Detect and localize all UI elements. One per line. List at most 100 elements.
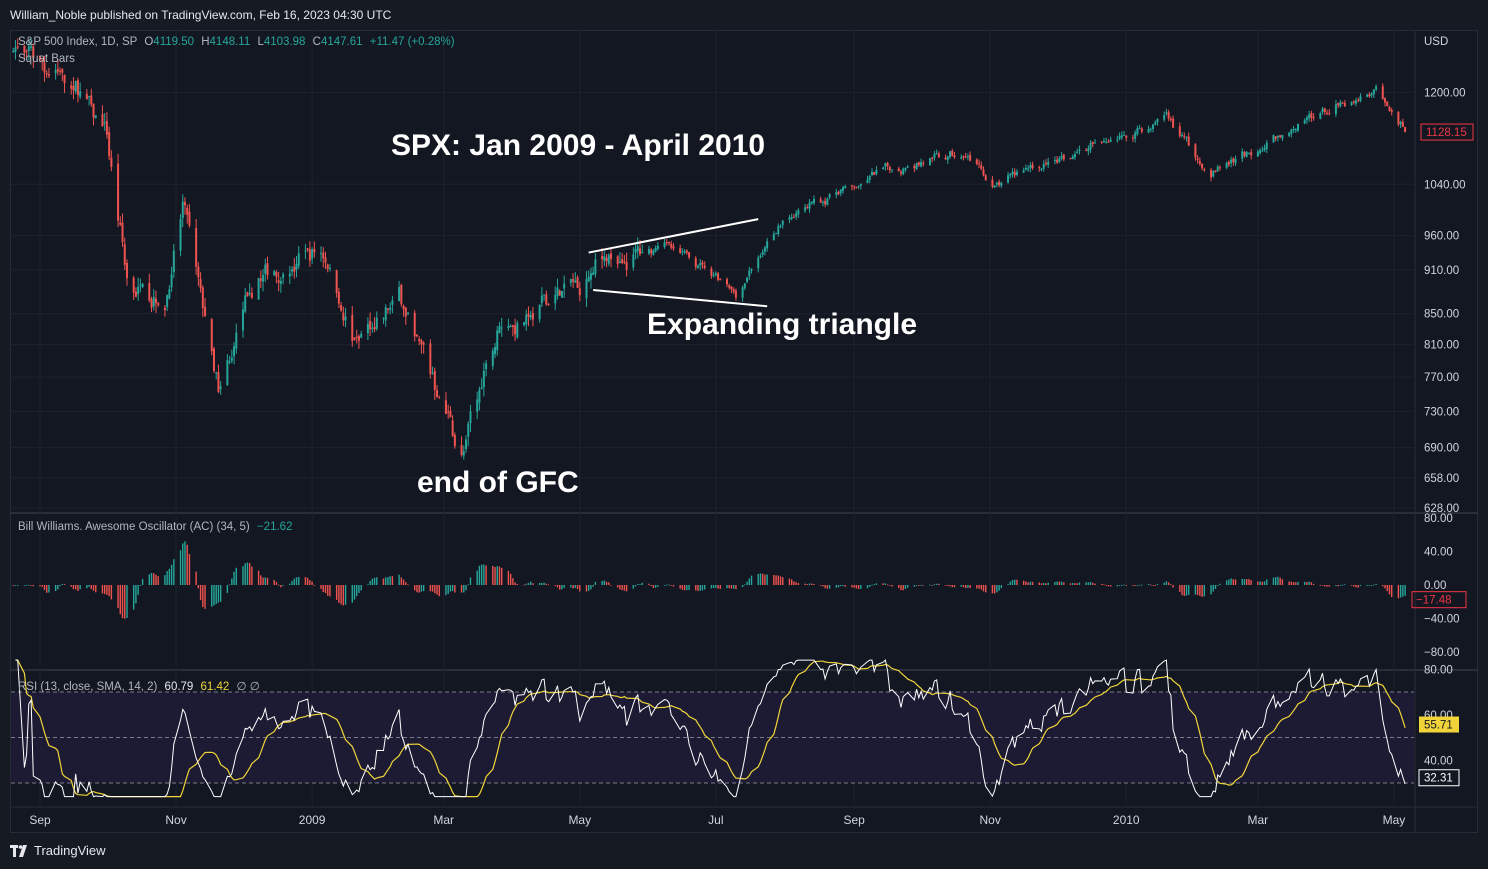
candle-body xyxy=(1187,136,1190,146)
candle-body xyxy=(819,199,822,203)
candle-body xyxy=(436,390,439,398)
candle-body xyxy=(1094,142,1097,144)
candle-body xyxy=(790,216,793,219)
ao-bar xyxy=(257,570,260,585)
ao-bar xyxy=(1076,583,1078,585)
ao-bar xyxy=(137,585,139,595)
candle-body xyxy=(23,45,26,53)
candle-body xyxy=(132,277,135,293)
ao-bar xyxy=(492,566,494,585)
candle-body xyxy=(1390,110,1393,113)
candle-body xyxy=(527,313,530,317)
ao-bar xyxy=(746,581,748,585)
candle-body xyxy=(1178,126,1181,136)
candle-body xyxy=(668,241,671,244)
candle-body xyxy=(1089,142,1092,150)
candle-body xyxy=(163,307,166,311)
ao-bar xyxy=(795,582,797,585)
ao-bar xyxy=(356,585,358,597)
rsi-legend-label[interactable]: RSI (13, close, SMA, 14, 2) xyxy=(18,681,158,693)
candle-body xyxy=(654,248,657,252)
candle-body xyxy=(1109,139,1112,142)
study-legend[interactable]: Squat Bars xyxy=(18,53,75,65)
ao-bar xyxy=(701,585,704,591)
ao-bar xyxy=(1308,581,1310,585)
ao-bar xyxy=(688,585,690,590)
candle-body xyxy=(38,55,41,60)
tradingview-logo[interactable]: TradingView xyxy=(10,843,106,858)
ao-bar xyxy=(45,585,48,593)
candle-body xyxy=(422,342,425,345)
ao-bar xyxy=(960,585,962,587)
candle-body xyxy=(964,156,967,158)
ao-bar xyxy=(585,585,588,592)
candle-body xyxy=(1062,154,1065,160)
ao-bar xyxy=(282,585,284,586)
ao-bar xyxy=(367,584,369,586)
ao-bar xyxy=(929,584,931,586)
ao-bar xyxy=(1138,584,1141,586)
ao-bar xyxy=(594,581,597,585)
ao-bar xyxy=(211,585,213,607)
candle-body xyxy=(453,434,456,447)
candle-body xyxy=(886,162,889,166)
candle-body xyxy=(1196,158,1199,161)
ao-bar xyxy=(610,584,612,586)
candle-body xyxy=(1243,152,1246,156)
candle-body xyxy=(1107,141,1110,143)
candle-body xyxy=(478,389,481,403)
candle-body xyxy=(154,298,157,304)
candle-body xyxy=(917,162,920,166)
ao-bar xyxy=(260,575,262,585)
ao-legend-label[interactable]: Bill Williams. Awesome Oscillator (AC) (… xyxy=(18,521,250,533)
ao-bar xyxy=(715,585,717,588)
ao-bar xyxy=(1085,582,1087,585)
candle-body xyxy=(1297,123,1300,131)
ao-bar xyxy=(242,566,244,585)
candle-body xyxy=(304,250,307,252)
candle-body xyxy=(444,400,447,414)
symbol-label[interactable]: S&P 500 Index, 1D, SP xyxy=(18,36,138,48)
ao-bar xyxy=(938,583,940,585)
candle-body xyxy=(342,312,345,321)
ao-bar xyxy=(962,585,965,588)
ao-bar xyxy=(1246,579,1248,585)
ao-bar xyxy=(1022,580,1025,585)
ao-bar xyxy=(1404,585,1406,596)
candle-body xyxy=(1009,173,1012,176)
ao-bar xyxy=(1344,584,1346,586)
ao-bar xyxy=(822,585,824,587)
candle-body xyxy=(279,281,282,284)
candle-body xyxy=(201,287,204,308)
ao-tick-label: −80.00 xyxy=(1424,647,1460,659)
ao-bar xyxy=(501,567,503,585)
candle-body xyxy=(759,256,762,258)
ao-bar xyxy=(574,585,577,588)
ao-bar xyxy=(1390,585,1393,598)
candle-body xyxy=(741,287,744,298)
candle-body xyxy=(328,267,331,269)
ao-bar xyxy=(641,582,643,585)
ao-bar xyxy=(476,570,478,585)
ao-bar xyxy=(935,583,938,585)
ao-bar xyxy=(1386,585,1388,592)
x-tick-label: Sep xyxy=(29,813,51,827)
candle-body xyxy=(369,320,372,330)
ao-bar xyxy=(875,583,878,585)
candle-body xyxy=(529,315,532,318)
candle-body xyxy=(1339,102,1342,107)
ao-bar xyxy=(1232,579,1235,585)
price-candles xyxy=(12,37,1407,460)
ao-bar xyxy=(654,585,657,588)
candle-body xyxy=(1154,122,1157,125)
candle-body xyxy=(717,273,720,280)
candle-body xyxy=(763,247,766,252)
candle-body xyxy=(882,167,885,170)
ao-bar xyxy=(289,583,291,585)
candle-body xyxy=(1334,104,1337,114)
ao-bar xyxy=(1029,581,1032,585)
ao-bar xyxy=(1179,585,1181,592)
candle-body xyxy=(215,372,218,374)
candle-body xyxy=(1276,135,1279,138)
